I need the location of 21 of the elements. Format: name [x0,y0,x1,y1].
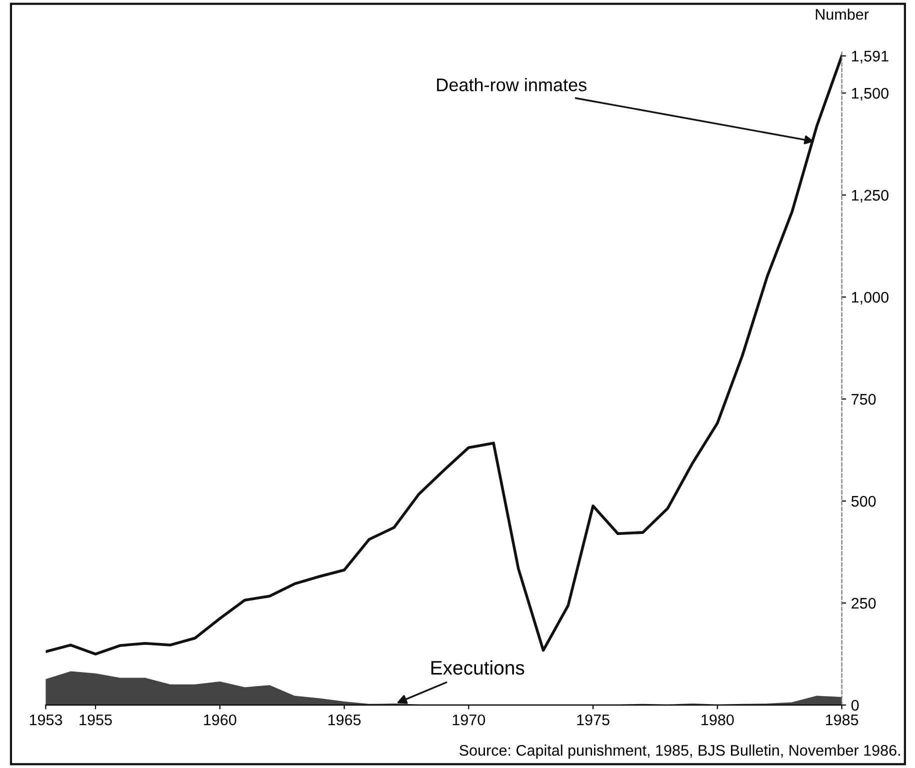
y-axis-title: Number [816,8,869,20]
y-tick-label: 1,000 [852,292,888,305]
annotation: Executions [431,660,524,675]
y-tick-label: 500 [851,496,876,507]
x-tick-label: 1970 [452,714,486,726]
x-tick-label: 1955 [80,714,112,726]
x-tick-label: 1980 [702,714,734,726]
y-tick-label: 750 [852,394,876,405]
y-tick-label: 1,591 [852,50,888,64]
x-tick-label: 1953 [30,714,62,726]
x-tick-label: 1965 [328,714,361,726]
x-tick-label: 1960 [204,714,236,726]
x-tick-label: 1975 [577,714,610,726]
y-tick-label: 0 [851,700,859,711]
source-note: Source: Capital punishment, 1985, BJS Bulletin, November 1986. [460,744,900,759]
line-series [46,54,842,656]
y-tick-label: 1,500 [852,88,888,101]
x-tick-label: 1985 [826,714,858,726]
y-tick-label: 250 [852,598,876,609]
y-tick-label: 1,250 [852,190,888,203]
annotation: Death-row inmates [437,78,586,92]
